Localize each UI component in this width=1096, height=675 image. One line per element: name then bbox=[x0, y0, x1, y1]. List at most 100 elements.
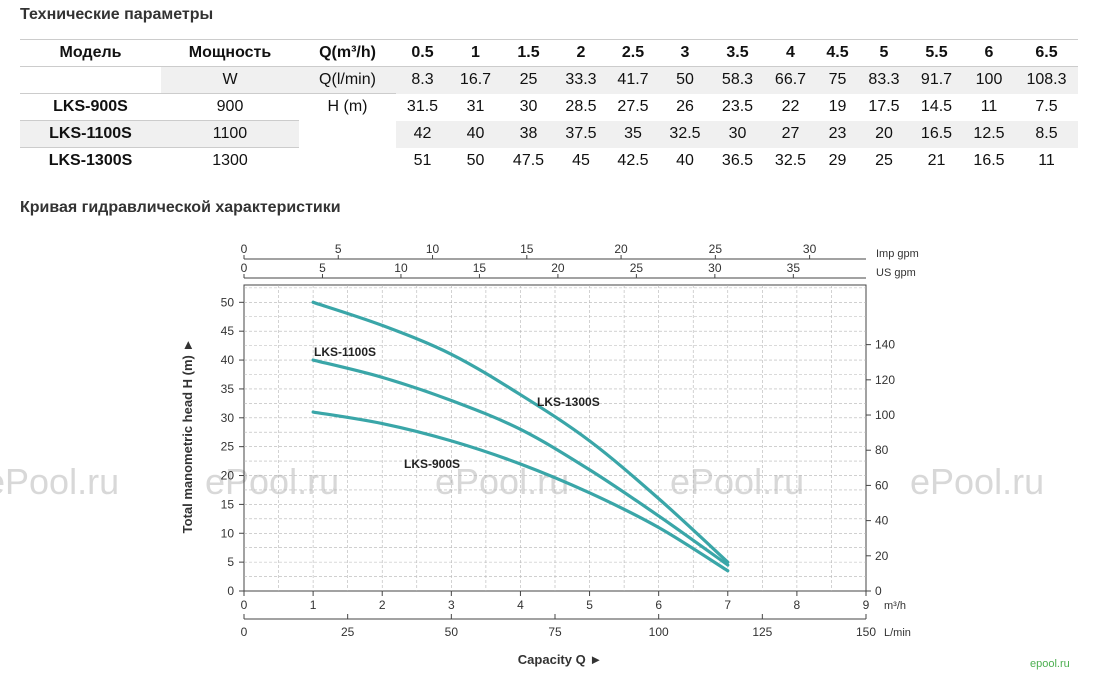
specs-table: Модель Мощность Q(m³/h) 0.5 1 1.5 2 2.5 … bbox=[20, 39, 1078, 174]
table-cell: 33.3 bbox=[555, 66, 607, 94]
y-tick-label: 0 bbox=[227, 584, 234, 598]
table-cell: Мощность bbox=[161, 39, 299, 67]
table-cell: 32.5 bbox=[659, 120, 711, 148]
y2-tick-label: 80 bbox=[875, 443, 889, 457]
table-cell: 42 bbox=[396, 120, 449, 148]
imp-tick-label: 20 bbox=[614, 242, 628, 256]
table-cell: 26 bbox=[676, 98, 694, 115]
y2-tick-label: 0 bbox=[875, 584, 882, 598]
us-tick-label: 0 bbox=[241, 261, 248, 275]
y2-tick-label: 140 bbox=[875, 338, 895, 352]
series-label: LKS-1300S bbox=[537, 395, 600, 409]
y-axis-title: Total manometric head H (m) ► bbox=[180, 339, 195, 534]
table-cell: 21 bbox=[927, 151, 946, 169]
lmin-tick-label: 100 bbox=[649, 625, 669, 639]
table-cell: 40 bbox=[676, 151, 694, 169]
table-cell: 22 bbox=[781, 98, 800, 115]
us-tick-label: 5 bbox=[319, 261, 326, 275]
x-axis-title: Capacity Q ► bbox=[518, 652, 602, 667]
y2-tick-label: 20 bbox=[875, 549, 889, 563]
table-cell: 3.5 bbox=[711, 39, 764, 67]
table-cell: Q(l/min) bbox=[299, 66, 396, 94]
table-cell: Модель bbox=[20, 39, 161, 67]
table-row: LKS-1300S 1300 51 50 47.5 45 42.5 40 36.… bbox=[20, 148, 1078, 175]
series-line-lks-1300s bbox=[311, 300, 730, 564]
table-cell: H (m) bbox=[327, 98, 368, 116]
table-cell: LKS-900S bbox=[20, 93, 161, 121]
table-cell: 25 bbox=[875, 151, 893, 169]
series-layer bbox=[311, 300, 730, 573]
watermark-layer: ePool.ru ePool.ru ePool.ru ePool.ru ePool.ru… bbox=[0, 461, 1070, 670]
table-cell: 27.5 bbox=[617, 98, 649, 115]
x-unit-label: m³/h bbox=[884, 600, 906, 612]
y2-tick-label: 100 bbox=[875, 408, 895, 422]
table-cell: 25 bbox=[502, 66, 555, 94]
table-cell: 1.5 bbox=[502, 39, 555, 67]
x-tick-label: 5 bbox=[586, 598, 593, 612]
table-cell: 1 bbox=[449, 39, 502, 67]
table-cell: 16.7 bbox=[449, 66, 502, 94]
table-cell: 47.5 bbox=[512, 151, 545, 169]
table-cell: 30 bbox=[711, 120, 764, 148]
table-cell: 27 bbox=[764, 120, 817, 148]
lmin-tick-label: 0 bbox=[241, 625, 248, 639]
y-tick-label: 35 bbox=[221, 382, 235, 396]
table-cell: 17.5 bbox=[868, 98, 900, 115]
table-cell: 45 bbox=[572, 151, 590, 169]
y-tick-label: 50 bbox=[221, 295, 235, 309]
x-tick-label: 2 bbox=[379, 598, 386, 612]
us-tick-label: 25 bbox=[630, 261, 644, 275]
table-cell: 19 bbox=[828, 98, 847, 115]
imp-unit-label: Imp gpm bbox=[876, 248, 919, 260]
series-label: LKS-1100S bbox=[314, 345, 376, 359]
lmin-tick-label: 50 bbox=[445, 625, 459, 639]
y2-tick-label: 60 bbox=[875, 478, 889, 492]
us-tick-label: 10 bbox=[394, 261, 408, 275]
watermark-text: ePool.ru bbox=[205, 461, 339, 502]
watermark-text: ePool.ru bbox=[0, 461, 119, 502]
label-layer: 0 1 2 3 4 5 6 7 8 9 m³/h05101520253035404550020406… bbox=[180, 242, 919, 667]
series-line-lks-900s bbox=[311, 410, 730, 573]
table-cell: 8.3 bbox=[396, 66, 449, 94]
y-tick-label: 5 bbox=[227, 555, 234, 569]
lmin-tick-label: 25 bbox=[341, 625, 355, 639]
table-row: LKS-1100S 1100 42 40 38 37.5 35 32.5 30 … bbox=[20, 120, 1078, 148]
table-cell: 75 bbox=[817, 66, 858, 94]
x-tick-label: 6 bbox=[655, 598, 662, 612]
table-cell: 31 bbox=[466, 98, 485, 115]
y-tick-label: 45 bbox=[221, 324, 235, 338]
lmin-tick-label: 75 bbox=[548, 625, 562, 639]
x-tick-label: 4 bbox=[517, 598, 524, 612]
table-cell: 1100 bbox=[161, 120, 299, 148]
imp-tick-label: 15 bbox=[520, 242, 534, 256]
series-label: LKS-900S bbox=[404, 457, 460, 471]
table-cell: 7.5 bbox=[1035, 98, 1058, 115]
y2-tick-label: 40 bbox=[875, 514, 889, 528]
table-cell: 4.5 bbox=[817, 39, 858, 67]
table-cell: 83.3 bbox=[858, 66, 910, 94]
imp-tick-label: 25 bbox=[709, 242, 723, 256]
y-tick-label: 15 bbox=[221, 497, 235, 511]
table-cell: 14.5 bbox=[920, 98, 953, 115]
table-cell: 8.5 bbox=[1015, 120, 1078, 148]
imp-tick-label: 5 bbox=[335, 242, 342, 256]
corner-logo: epool.ru bbox=[1030, 658, 1070, 670]
y-tick-label: 20 bbox=[221, 469, 235, 483]
imp-tick-label: 10 bbox=[426, 242, 440, 256]
us-tick-label: 30 bbox=[708, 261, 722, 275]
table-cell: 36.5 bbox=[721, 151, 754, 169]
specs-heading: Технические параметры bbox=[20, 6, 214, 23]
table-cell: 32.5 bbox=[774, 151, 807, 169]
table-cell: 12.5 bbox=[963, 120, 1015, 148]
x-tick-label: 8 bbox=[794, 598, 801, 612]
table-row: LKS-900S 900 H (m) 31.5 31 30 28.5 27.5 … bbox=[20, 93, 1078, 121]
table-cell: 30 bbox=[519, 98, 538, 115]
us-tick-label: 15 bbox=[473, 261, 487, 275]
table-cell: LKS-1300S bbox=[48, 152, 133, 169]
lmin-unit-label: L/min bbox=[884, 627, 911, 639]
table-cell: 108.3 bbox=[1015, 66, 1078, 94]
table-cell: 11 bbox=[980, 98, 998, 115]
watermark-text: ePool.ru bbox=[670, 461, 804, 502]
series-line-lks-1100s bbox=[311, 358, 730, 567]
table-cell: 2.5 bbox=[607, 39, 659, 67]
